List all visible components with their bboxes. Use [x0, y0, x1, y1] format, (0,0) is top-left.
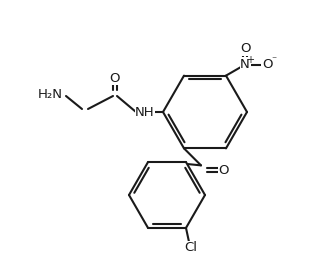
Text: N: N — [240, 58, 250, 71]
Text: O: O — [110, 71, 120, 85]
Text: Cl: Cl — [184, 241, 197, 254]
Text: H₂N: H₂N — [37, 87, 62, 101]
Text: O: O — [219, 164, 229, 177]
Text: ⁻: ⁻ — [271, 56, 277, 66]
Text: O: O — [240, 42, 250, 55]
Text: +: + — [246, 55, 254, 64]
Text: O: O — [262, 58, 272, 71]
Text: NH: NH — [135, 106, 155, 118]
